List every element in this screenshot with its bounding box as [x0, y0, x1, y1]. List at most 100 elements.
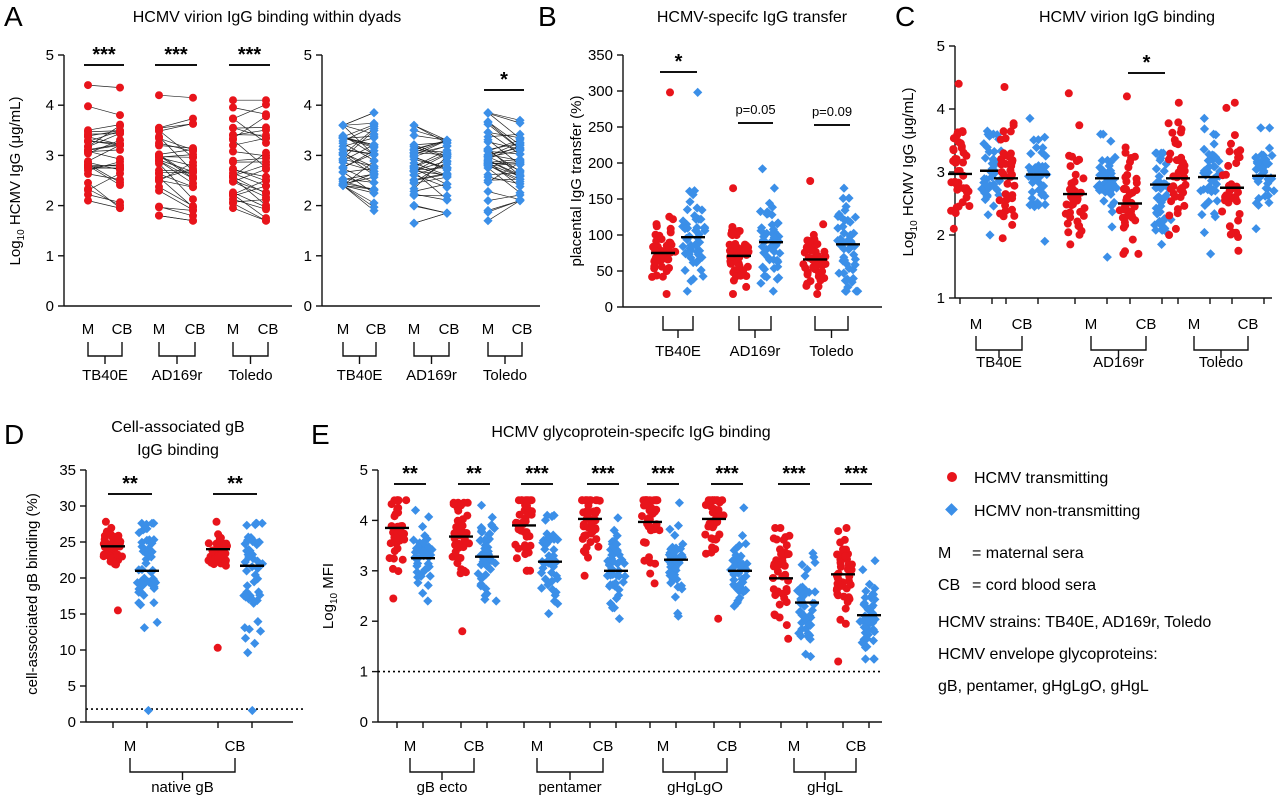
panel-b-toledo-cb-point	[836, 234, 846, 244]
panel-a-toledo-pair-line	[232, 172, 267, 187]
panel-a-tb40e-pair-line	[87, 173, 121, 191]
panel-e-pentamer-cb-non-transmitting-point	[603, 556, 613, 566]
panel-b-tb40e-m-point	[652, 271, 661, 280]
panel-a-ad169r-nt-m-point	[409, 190, 419, 201]
panel-e-ghglgo-group-label: gHgLgO	[667, 779, 723, 796]
panel-a-tb40e-nt-cb-point	[369, 168, 379, 179]
panel-e-pentamer-cb-transmitting-point	[587, 519, 596, 528]
panel-a-toledo-nt-pair-line	[487, 163, 521, 177]
panel-d-m-non-transmitting-point	[138, 580, 148, 590]
panel-a-ad169r-m-point	[155, 166, 163, 175]
panel-d-cb-non-transmitting-point	[250, 638, 260, 648]
panel-a-tb40e-nt-pair-line	[342, 185, 375, 208]
panel-c-tb40e-cb-non-transmitting-point	[1034, 185, 1044, 195]
panel-d-y-tick-label: 30	[59, 498, 76, 515]
panel-c-tb40e-m-non-transmitting-point	[989, 201, 999, 211]
panel-a-toledo-m-point	[229, 124, 237, 133]
panel-a-tb40e-pair-line	[87, 164, 121, 168]
panel-b-tb40e-m-point	[662, 267, 671, 276]
panel-e-gb-ecto-cb-transmitting-point	[460, 536, 469, 545]
panel-e-ghgl-cb-transmitting-point	[836, 558, 845, 567]
panel-b-tb40e-cb-point	[680, 265, 690, 275]
panel-e-ghgl-m-transmitting-point	[782, 621, 791, 630]
panel-e-gb-ecto-cb-non-transmitting-point	[481, 584, 491, 594]
panel-d-cb-non-transmitting-point	[252, 556, 263, 566]
panel-c-ad169r-m-transmitting-point	[1075, 121, 1084, 130]
panel-b-toledo-m-point	[819, 220, 828, 229]
panel-e-pentamer-m-transmitting-point	[521, 550, 530, 559]
panel-c-ad169r-m-non-transmitting-point	[1104, 161, 1114, 171]
legend-strains: HCMV strains: TB40E, AD169r, Toledo	[938, 614, 1211, 631]
panel-e-gb-ecto-cb-non-transmitting-point	[476, 574, 486, 584]
panel-d-m-non-transmitting-point	[138, 525, 148, 535]
panel-b-ad169r-cb-point	[756, 278, 766, 288]
panel-c-toledo-cb-non-transmitting-point	[1251, 224, 1261, 234]
panel-c-ad169r-m-transmitting-point	[1068, 185, 1077, 194]
panel-a-tb40e-nt-pair-line	[342, 124, 375, 138]
panel-e-ghgl-m-non-transmitting-point	[798, 610, 808, 620]
panel-a-ad169r-nt-m-point	[409, 166, 419, 176]
panel-b-toledo-cb-point	[838, 222, 848, 232]
legend-non-transmitting-marker	[945, 503, 958, 516]
panel-a-tb40e-nt-pair-line	[342, 144, 375, 162]
panel-e-ghglgo-m-transmitting-point	[638, 512, 646, 521]
panel-e-gb-ecto-m-non-transmitting-point	[424, 512, 434, 522]
panel-a-tb40e-pair-line	[87, 124, 121, 131]
panel-b-tb40e-cb-point	[691, 214, 701, 224]
panel-a-toledo-pair-line	[232, 169, 267, 178]
panel-a-toledo-pair-line	[232, 168, 267, 182]
panel-e-pentamer-cb-non-transmitting-point	[612, 531, 622, 541]
panel-a-toledo-nt-pair-line	[487, 167, 521, 193]
panel-b-tb40e-m-point	[671, 247, 680, 256]
panel-a-tb40e-pair-line	[87, 188, 121, 206]
panel-a-ad169r-nt-pair-line	[413, 135, 448, 141]
panel-a-tb40e-nt-cb-point	[369, 149, 379, 159]
panel-a-tb40e-nt-pair-line	[342, 125, 375, 156]
panel-a-left-y-tick-label: 4	[46, 97, 54, 114]
panel-a-tb40e-nt-pair-line	[342, 168, 375, 173]
panel-a-toledo-nt-pair-line	[487, 131, 521, 155]
panel-e-ghglgo-m-non-transmitting-point	[665, 548, 675, 558]
panel-e-ghglgo-cb-transmitting-point	[712, 496, 721, 505]
panel-a-tb40e-cb-point	[116, 111, 124, 120]
panel-d-title-2: IgG binding	[137, 442, 219, 459]
panel-a-ad169r-nt-pair-line	[413, 162, 448, 176]
panel-b-marks	[648, 87, 863, 298]
panel-e-ghglgo-cb-non-transmitting-point	[742, 559, 752, 569]
panel-e-pentamer-cb-non-transmitting-point	[620, 571, 630, 581]
panel-c-tb40e-m-non-transmitting-point	[980, 153, 990, 163]
panel-d-cb-non-transmitting-point	[240, 557, 250, 567]
panel-c-toledo-group-label: Toledo	[1199, 354, 1243, 371]
panel-c-tb40e-cb-non-transmitting-point	[1032, 172, 1043, 182]
panel-a-left-y-tick-label: 5	[46, 47, 54, 64]
panel-a-toledo-nt-m-point	[483, 216, 493, 226]
panel-a-tb40e-pair-line	[87, 173, 121, 180]
panel-a-letter: A	[4, 1, 23, 32]
panel-c-toledo-m-transmitting-point	[1178, 184, 1187, 192]
panel-a-ad169r-m-point	[155, 91, 163, 100]
panel-a-left-axis: 0 1 2 3 4 5 M CB TB40E *** M CB AD169r *** M CB Toledo **…	[46, 44, 292, 384]
panel-c-tb40e-m-non-transmitting-point	[987, 158, 997, 169]
panel-e-gb-ecto-m-non-transmitting-point	[418, 538, 428, 548]
panel-e-gb-ecto-m-transmitting-point	[394, 567, 403, 576]
panel-a-ad169r-pair-line	[158, 160, 194, 184]
panel-a-tb40e-pair-line	[87, 194, 121, 203]
panel-b-toledo-cb-point	[850, 259, 860, 270]
panel-c-ad169r-cb-non-transmitting-point	[1157, 239, 1167, 249]
panel-d-cb-non-transmitting-point	[242, 566, 252, 576]
panel-e-ghgl-cb-non-transmitting-point	[870, 583, 880, 593]
panel-b-toledo-cb-point	[840, 255, 850, 265]
panel-c-ad169r-m-transmitting-point	[1066, 162, 1075, 171]
panel-e-ghglgo-m-non-transmitting-point	[678, 539, 688, 549]
panel-e-gb-ecto-m-non-transmitting-point	[424, 542, 434, 552]
panel-e-gb-ecto-m-transmitting-point	[402, 496, 411, 505]
panel-a-toledo-nt-pair-line	[487, 159, 521, 176]
panel-e-pentamer-group-label: pentamer	[538, 779, 601, 796]
panel-c-title: HCMV virion IgG binding	[1039, 9, 1215, 26]
panel-a-toledo-nt-cb-point	[515, 181, 525, 192]
panel-e-gb-ecto-m-non-transmitting-point	[418, 547, 428, 557]
panel-d-m-transmitting-point	[118, 552, 126, 561]
panel-b-letter: B	[538, 1, 557, 32]
panel-d-cb-non-transmitting-point	[248, 595, 258, 605]
panel-e-ghgl-cb-non-transmitting-point	[862, 603, 872, 613]
